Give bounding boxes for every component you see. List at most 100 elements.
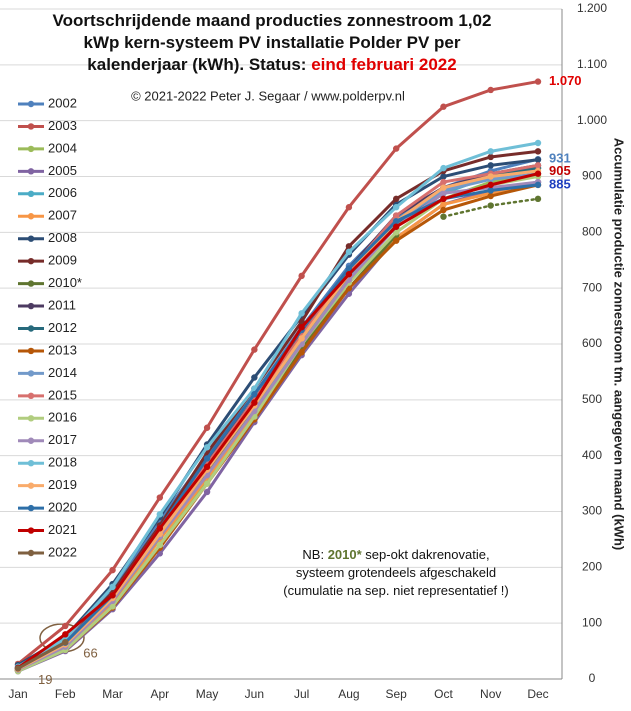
series-marker (345, 243, 353, 250)
legend-label: 2016 (48, 410, 77, 425)
y-tick-label: 100 (582, 615, 602, 629)
legend-marker (27, 392, 35, 400)
series-marker (534, 162, 542, 169)
x-tick-label: Nov (480, 687, 501, 701)
y-tick-label: 300 (582, 504, 602, 518)
chart-subtitle: © 2021-2022 Peter J. Segaar / www.polder… (131, 88, 405, 103)
series-line (16, 158, 540, 667)
x-tick-label: May (196, 687, 219, 701)
series-marker (440, 173, 447, 180)
series-marker (251, 374, 258, 381)
x-tick-label: Sep (386, 687, 408, 701)
series-line (16, 169, 540, 671)
legend-label: 2003 (48, 118, 77, 133)
legend-label: 2019 (48, 477, 77, 492)
series-marker (156, 511, 164, 518)
series-marker (251, 346, 258, 353)
series-marker (109, 603, 116, 610)
series-marker (345, 204, 353, 211)
chart-title: kWp kern-systeem PV installatie Polder P… (84, 33, 461, 52)
note-part: sep-okt dakrenovatie, (362, 547, 490, 562)
series-marker (534, 156, 542, 163)
series-marker (487, 187, 494, 194)
y-tick-label: 1.000 (577, 113, 607, 127)
series-marker (534, 181, 542, 189)
series-marker (203, 424, 211, 431)
legend-label: 2021 (48, 522, 77, 537)
legend-label: 2010* (48, 275, 82, 290)
y-tick-label: 1.200 (577, 1, 607, 15)
y-axis-label: Accumulatie productie zonnestroom tm. aa… (612, 138, 627, 550)
note-part: (cumulatie na sep. niet representatief !… (283, 583, 508, 598)
annotation: 66 (83, 646, 97, 661)
legend-marker (27, 123, 35, 130)
series-marker (534, 170, 542, 177)
x-tick-label: Dec (527, 687, 548, 701)
legend-marker (27, 370, 35, 377)
series-marker (109, 583, 116, 591)
series-marker (298, 349, 305, 356)
series-marker (440, 103, 447, 110)
series-marker (62, 631, 69, 638)
legend-label: 2013 (48, 342, 77, 357)
series-marker (392, 212, 400, 219)
annotation: 885 (549, 176, 571, 191)
series-marker (440, 206, 447, 214)
series-marker (440, 190, 447, 197)
legend-marker (27, 145, 35, 153)
chart-title-part: Voortschrijdende maand producties zonnes… (53, 11, 492, 30)
series-marker (109, 566, 116, 574)
series-marker (298, 335, 305, 342)
note-part: systeem grotendeels afgeschakeld (296, 565, 496, 580)
note: systeem grotendeels afgeschakeld (296, 565, 496, 580)
legend-marker (27, 213, 35, 220)
series-marker (487, 162, 494, 169)
legend-marker (27, 280, 35, 287)
legend-label: 2004 (48, 140, 77, 155)
legend-label: 2002 (48, 95, 77, 110)
legend-marker (27, 460, 35, 467)
series-marker (298, 310, 305, 317)
series-marker (487, 181, 494, 189)
series-marker (534, 195, 542, 203)
y-tick-label: 1.100 (577, 57, 607, 71)
series-marker (298, 272, 305, 280)
series-marker (392, 195, 400, 203)
series-marker (440, 201, 447, 208)
series-marker (298, 324, 305, 331)
legend-label: 2017 (48, 432, 77, 447)
series-line (16, 640, 67, 670)
series-line (16, 180, 540, 672)
legend-marker (27, 504, 35, 512)
series-marker (440, 184, 447, 191)
annotation: 19 (38, 672, 52, 687)
series-line (16, 80, 540, 666)
y-tick-label: 900 (582, 169, 602, 183)
series-marker (534, 139, 542, 147)
legend-marker (27, 235, 35, 242)
legend-label: 2022 (48, 544, 77, 559)
series-marker (440, 164, 447, 172)
y-tick-label: 0 (589, 671, 596, 685)
x-tick-label: Jun (245, 687, 264, 701)
series-marker (392, 145, 400, 152)
series-marker (203, 444, 211, 451)
note-part: NB: (302, 547, 327, 562)
annotation: 905 (549, 163, 571, 178)
legend-label: 2014 (48, 365, 77, 380)
series-marker (392, 204, 400, 211)
legend-marker (27, 325, 35, 332)
legend-label: 2011 (48, 297, 76, 312)
series-marker (487, 192, 494, 200)
series-marker (203, 463, 211, 471)
legend-label: 2015 (48, 387, 77, 402)
legend-label: 2008 (48, 230, 77, 245)
series-marker (156, 494, 164, 501)
legend-label: 2009 (48, 253, 77, 268)
series-marker (345, 248, 353, 256)
series-line (16, 141, 540, 669)
chart-title: kalenderjaar (kWh). Status: eind februar… (87, 55, 456, 74)
series-marker (156, 525, 164, 532)
series-marker (487, 148, 494, 155)
annotation: 1.070 (549, 73, 582, 88)
